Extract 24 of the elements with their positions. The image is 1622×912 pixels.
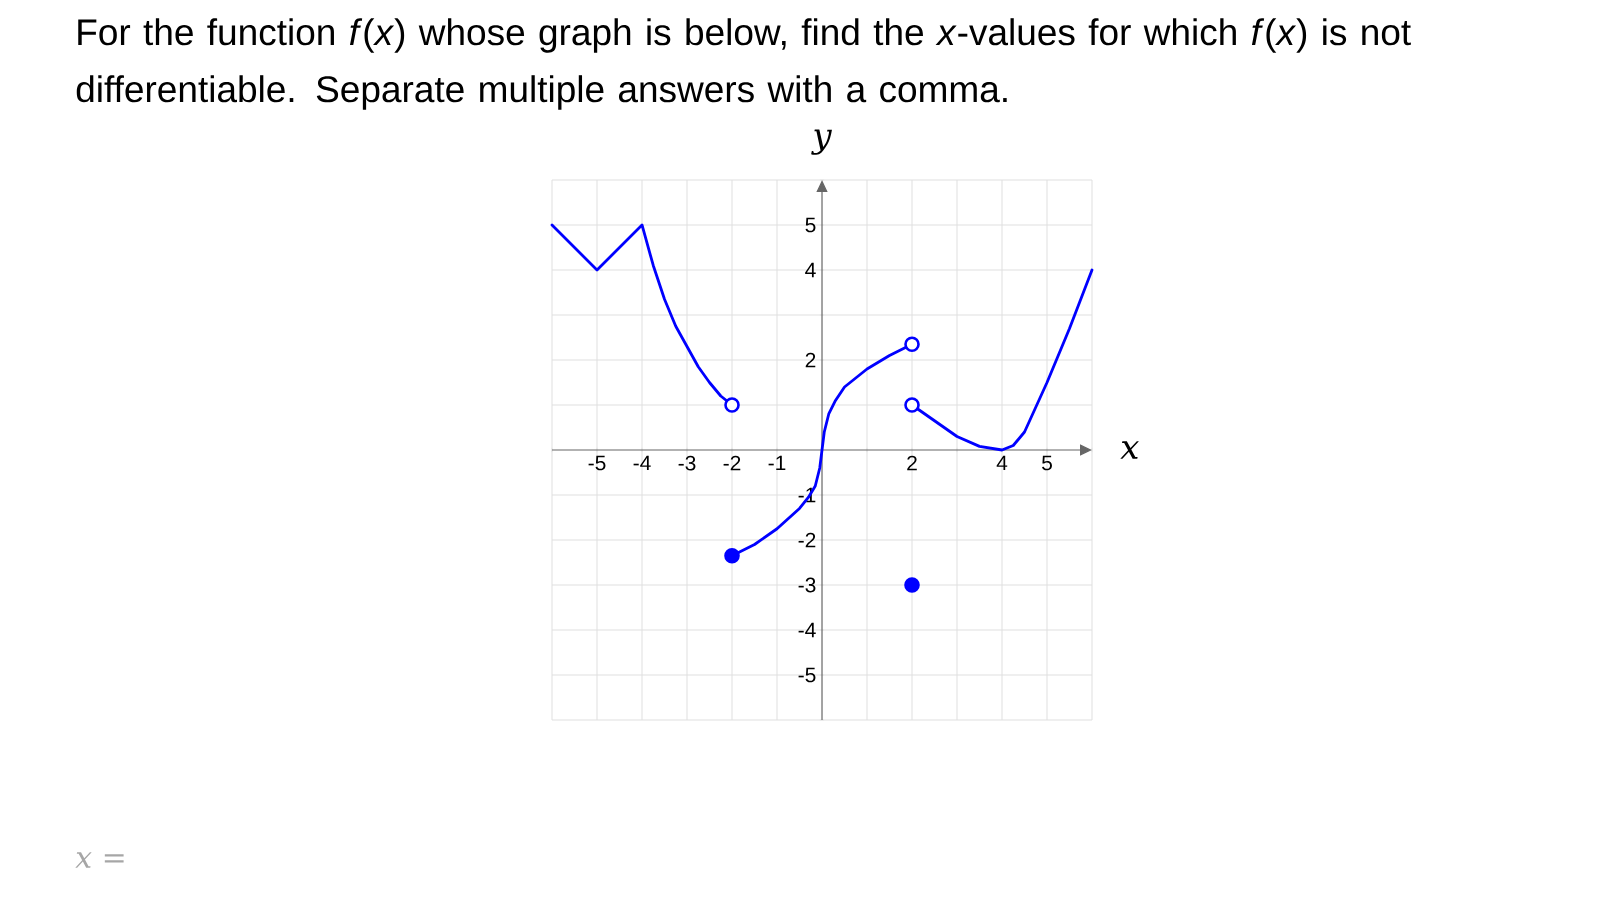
y-tick-label: -5 [798, 667, 816, 683]
x-tick-label: -3 [678, 455, 696, 471]
y-tick-label: 2 [805, 352, 816, 368]
x-tick-label: -2 [723, 455, 741, 471]
y-tick-label: 5 [805, 217, 816, 233]
y-tick-label: -4 [798, 622, 816, 638]
point [724, 397, 740, 413]
x-tick-label: -4 [633, 455, 651, 471]
x-tick-label: 5 [1042, 455, 1052, 471]
y-tick-label: -2 [798, 532, 816, 548]
x-axis-title: x [1120, 441, 1139, 459]
point [904, 336, 920, 353]
x-tick-label: -1 [768, 455, 786, 471]
x-tick-label: 2 [907, 455, 917, 471]
x-tick-label: 4 [996, 455, 1008, 471]
x-tick-label: -5 [588, 455, 606, 471]
point [904, 577, 920, 593]
chart-title: For the function f(x) whose graph is below, find the x-values for which f(x) is not differentiable. Separate multiple answers with a comma. [76, 18, 1411, 110]
point [904, 397, 920, 413]
y-tick-label: 4 [805, 262, 816, 278]
y-tick-label: -3 [798, 577, 816, 593]
y-axis-title: y [811, 129, 832, 155]
point [724, 547, 740, 564]
text: x = [75, 852, 124, 868]
